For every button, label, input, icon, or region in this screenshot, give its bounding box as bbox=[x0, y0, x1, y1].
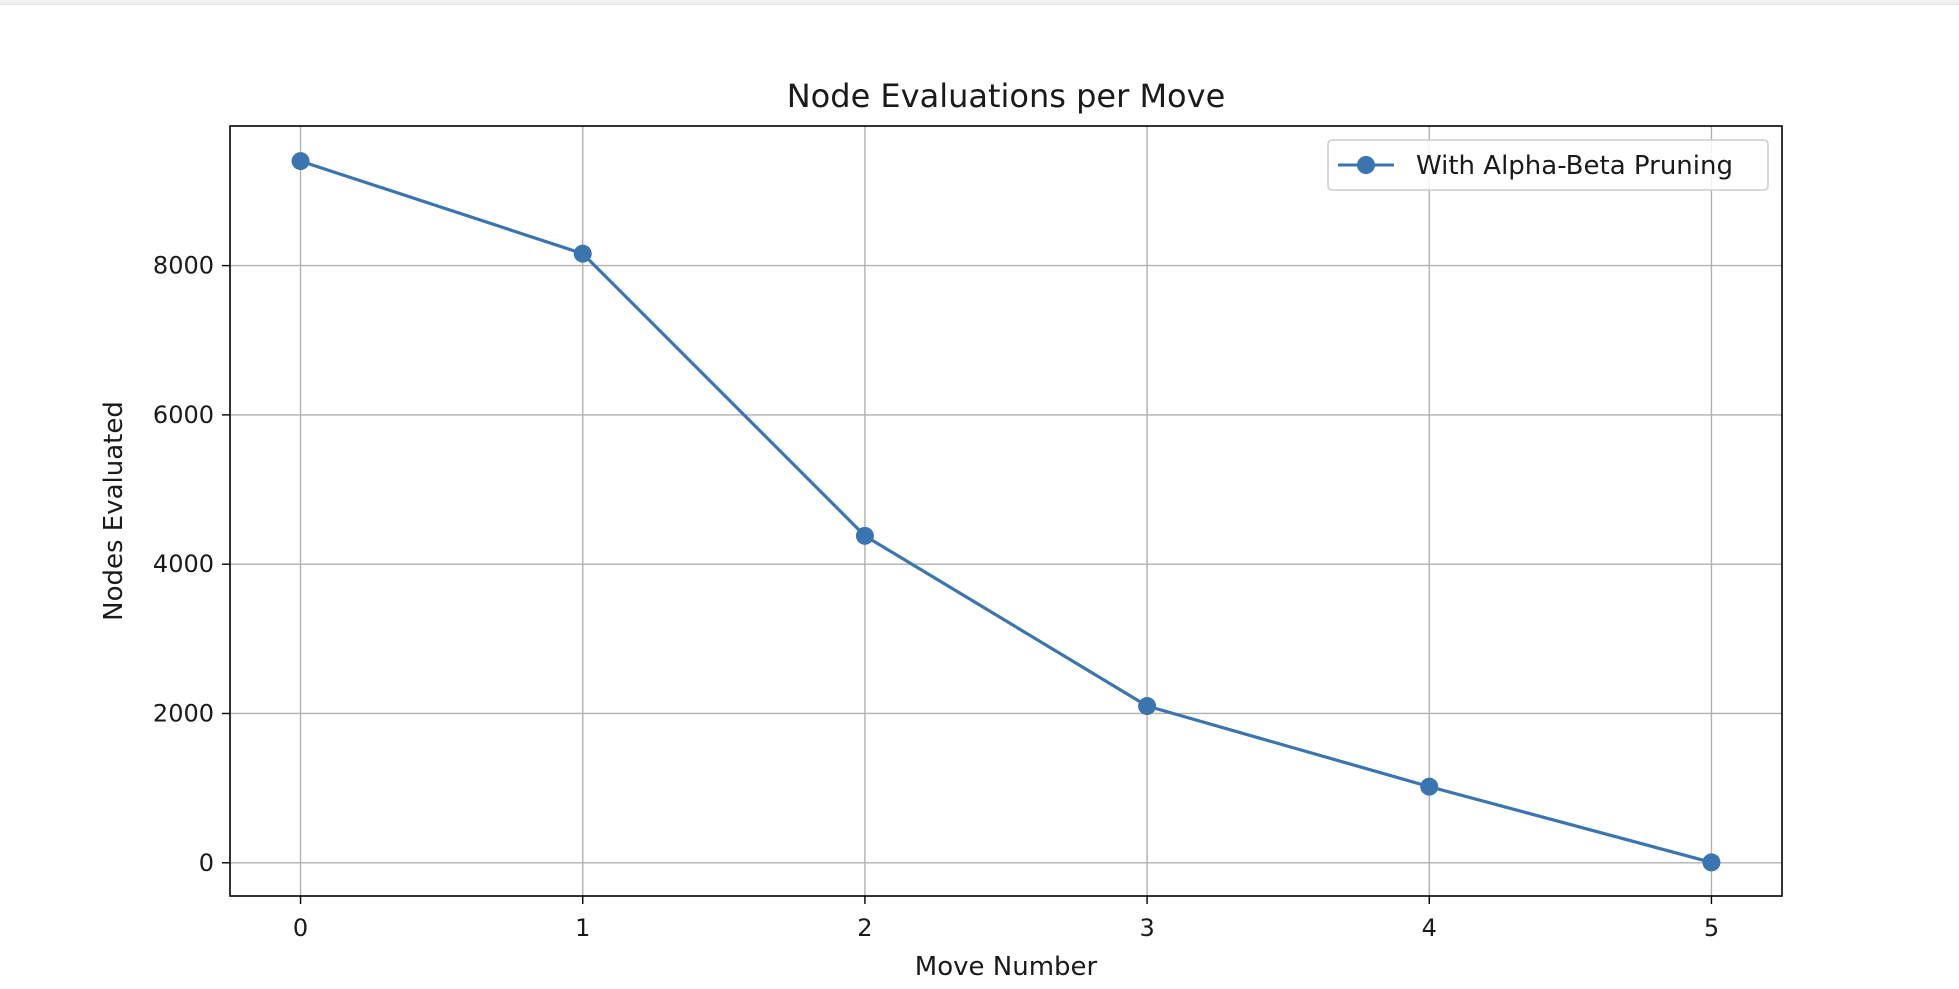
x-tick-label: 0 bbox=[293, 914, 308, 942]
x-axis-label: Move Number bbox=[915, 952, 1098, 982]
data-point bbox=[855, 526, 874, 545]
x-tick-label: 1 bbox=[575, 914, 590, 942]
legend-box bbox=[1327, 139, 1769, 191]
legend-label: With Alpha-Beta Pruning bbox=[1416, 151, 1733, 181]
data-point bbox=[1138, 697, 1157, 716]
series-layer bbox=[291, 152, 1721, 872]
grid bbox=[230, 126, 1782, 896]
plot-area bbox=[230, 126, 1782, 896]
x-tick-label: 4 bbox=[1422, 914, 1437, 942]
y-tick-label: 0 bbox=[199, 849, 214, 877]
y-tick-label: 6000 bbox=[153, 401, 214, 429]
plot-frame bbox=[229, 125, 1783, 897]
chart-title: Node Evaluations per Move bbox=[787, 77, 1226, 115]
y-tick-label: 2000 bbox=[153, 699, 214, 727]
notebook-output-divider bbox=[0, 0, 1959, 5]
legend[interactable]: With Alpha-Beta Pruning bbox=[1327, 139, 1769, 191]
data-point bbox=[291, 152, 310, 171]
x-tick-label: 2 bbox=[857, 914, 872, 942]
x-axis-ticks: 0 1 2 3 4 5 bbox=[293, 896, 1719, 942]
data-point bbox=[573, 244, 592, 263]
series-line bbox=[300, 159, 1712, 864]
data-point bbox=[1702, 853, 1721, 872]
y-tick-label: 4000 bbox=[153, 550, 214, 578]
y-tick-label: 8000 bbox=[153, 252, 214, 280]
x-tick-label: 5 bbox=[1704, 914, 1719, 942]
y-axis-ticks: 0 2000 4000 6000 8000 bbox=[153, 252, 230, 877]
data-point bbox=[1420, 777, 1439, 796]
x-tick-label: 3 bbox=[1139, 914, 1154, 942]
y-axis-label: Nodes Evaluated bbox=[99, 401, 129, 621]
legend-marker-swatch bbox=[1357, 156, 1375, 174]
